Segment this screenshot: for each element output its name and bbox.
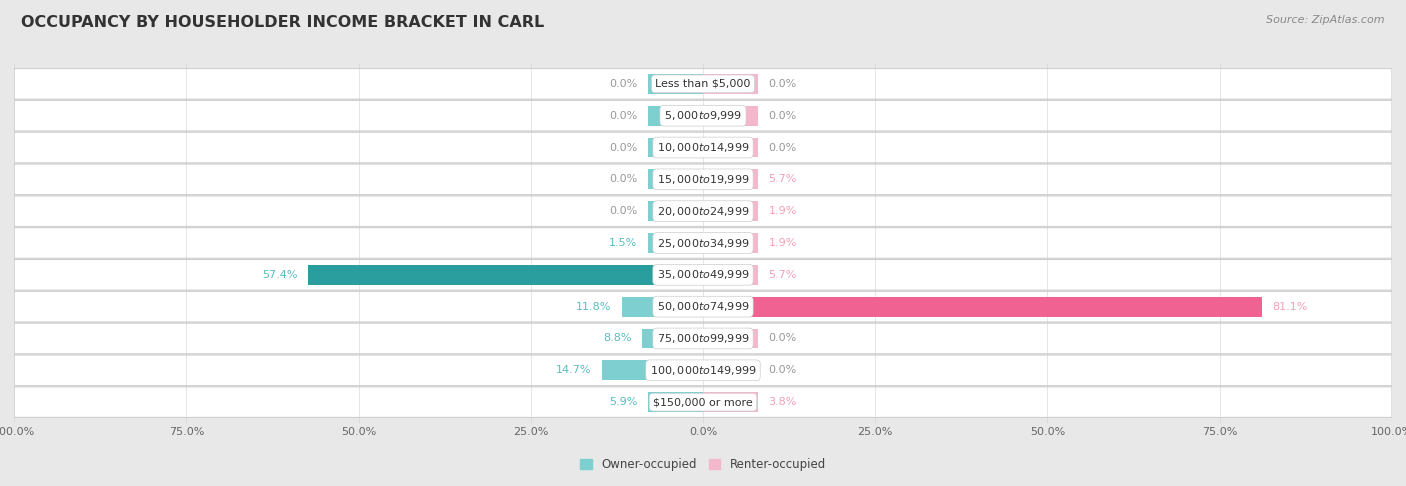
Text: $100,000 to $149,999: $100,000 to $149,999 (650, 364, 756, 377)
Text: 1.9%: 1.9% (769, 206, 797, 216)
Bar (648, 392, 703, 412)
Bar (703, 233, 758, 253)
Text: 5.9%: 5.9% (609, 397, 637, 407)
Text: OCCUPANCY BY HOUSEHOLDER INCOME BRACKET IN CARL: OCCUPANCY BY HOUSEHOLDER INCOME BRACKET … (21, 15, 544, 30)
Text: $15,000 to $19,999: $15,000 to $19,999 (657, 173, 749, 186)
Text: 0.0%: 0.0% (609, 174, 637, 184)
Text: 8.8%: 8.8% (603, 333, 633, 344)
Text: 0.0%: 0.0% (769, 79, 797, 89)
FancyBboxPatch shape (14, 355, 1392, 385)
Text: 11.8%: 11.8% (576, 302, 612, 312)
Text: 0.0%: 0.0% (609, 206, 637, 216)
Bar (703, 201, 758, 221)
Bar (703, 297, 1261, 316)
FancyBboxPatch shape (14, 228, 1392, 258)
Text: $150,000 or more: $150,000 or more (654, 397, 752, 407)
Bar (643, 329, 703, 348)
Text: 0.0%: 0.0% (609, 79, 637, 89)
FancyBboxPatch shape (14, 196, 1392, 226)
Bar (703, 329, 758, 348)
Bar (703, 265, 758, 285)
Text: 5.7%: 5.7% (769, 174, 797, 184)
FancyBboxPatch shape (14, 132, 1392, 163)
Bar (648, 170, 703, 189)
Text: $50,000 to $74,999: $50,000 to $74,999 (657, 300, 749, 313)
Text: Source: ZipAtlas.com: Source: ZipAtlas.com (1267, 15, 1385, 25)
Bar (648, 233, 703, 253)
Text: 1.5%: 1.5% (609, 238, 637, 248)
Bar (703, 392, 758, 412)
Bar (602, 361, 703, 380)
Bar (621, 297, 703, 316)
FancyBboxPatch shape (14, 387, 1392, 417)
Text: $75,000 to $99,999: $75,000 to $99,999 (657, 332, 749, 345)
Bar (703, 74, 758, 94)
Text: 81.1%: 81.1% (1272, 302, 1308, 312)
Text: 0.0%: 0.0% (609, 111, 637, 121)
Bar (703, 361, 758, 380)
Bar (648, 138, 703, 157)
Text: $5,000 to $9,999: $5,000 to $9,999 (664, 109, 742, 122)
FancyBboxPatch shape (14, 323, 1392, 354)
Text: 57.4%: 57.4% (262, 270, 297, 280)
Bar (703, 106, 758, 125)
Text: $10,000 to $14,999: $10,000 to $14,999 (657, 141, 749, 154)
Text: 3.8%: 3.8% (769, 397, 797, 407)
Bar (308, 265, 703, 285)
Text: Less than $5,000: Less than $5,000 (655, 79, 751, 89)
Text: $25,000 to $34,999: $25,000 to $34,999 (657, 237, 749, 249)
Text: 5.7%: 5.7% (769, 270, 797, 280)
FancyBboxPatch shape (14, 69, 1392, 99)
Bar (648, 106, 703, 125)
Bar (648, 74, 703, 94)
Text: 0.0%: 0.0% (609, 142, 637, 153)
FancyBboxPatch shape (14, 292, 1392, 322)
Bar (703, 138, 758, 157)
Text: 14.7%: 14.7% (555, 365, 592, 375)
Text: 0.0%: 0.0% (769, 111, 797, 121)
FancyBboxPatch shape (14, 164, 1392, 194)
Text: 0.0%: 0.0% (769, 365, 797, 375)
Text: $20,000 to $24,999: $20,000 to $24,999 (657, 205, 749, 218)
Bar (703, 170, 758, 189)
Legend: Owner-occupied, Renter-occupied: Owner-occupied, Renter-occupied (579, 458, 827, 471)
Text: 1.9%: 1.9% (769, 238, 797, 248)
Bar (648, 201, 703, 221)
Text: 0.0%: 0.0% (769, 333, 797, 344)
FancyBboxPatch shape (14, 101, 1392, 131)
FancyBboxPatch shape (14, 260, 1392, 290)
Text: 0.0%: 0.0% (769, 142, 797, 153)
Text: $35,000 to $49,999: $35,000 to $49,999 (657, 268, 749, 281)
